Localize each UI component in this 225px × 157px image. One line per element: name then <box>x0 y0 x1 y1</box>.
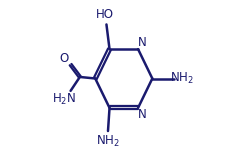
Text: NH$_2$: NH$_2$ <box>96 133 119 149</box>
Text: HO: HO <box>95 8 113 21</box>
Text: N: N <box>138 108 146 121</box>
Text: N: N <box>138 36 146 49</box>
Text: NH$_2$: NH$_2$ <box>170 71 194 86</box>
Text: H$_2$N: H$_2$N <box>51 92 75 107</box>
Text: O: O <box>60 52 69 65</box>
